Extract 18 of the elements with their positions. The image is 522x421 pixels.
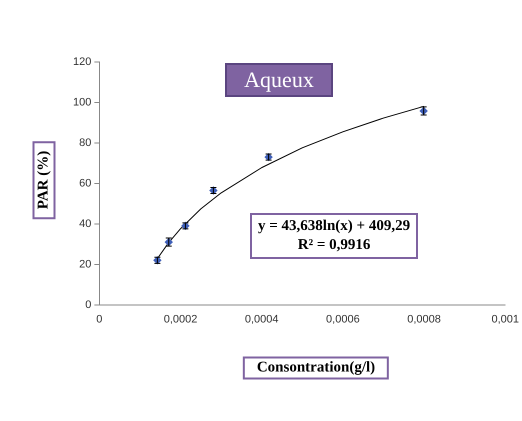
y-tick-label: 100: [72, 96, 92, 108]
x-axis-title: Consontration(g/l): [242, 356, 390, 380]
x-tick-label: 0,0006: [326, 313, 360, 326]
x-tick-label: 0,0004: [244, 313, 279, 326]
y-tick-label: 60: [79, 177, 92, 190]
chart-title: Aqueux: [225, 63, 333, 97]
x-tick-label: 0,001: [491, 313, 519, 326]
annotation: R² = 0,9916: [296, 236, 372, 255]
y-tick-label: 20: [79, 258, 92, 270]
x-tick-label: 0,0002: [164, 313, 198, 326]
x-tick-label: 0,0008: [407, 313, 441, 326]
annotation: y = 43,638ln(x) + 409,29: [258, 217, 410, 236]
y-tick-label: 40: [79, 218, 92, 230]
y-tick-label: 120: [72, 56, 92, 68]
y-axis-title: PAR (%): [32, 140, 56, 220]
y-tick-label: 0: [85, 298, 92, 311]
y-tick-label: 80: [79, 136, 92, 149]
x-tick-label: 0: [96, 313, 102, 326]
